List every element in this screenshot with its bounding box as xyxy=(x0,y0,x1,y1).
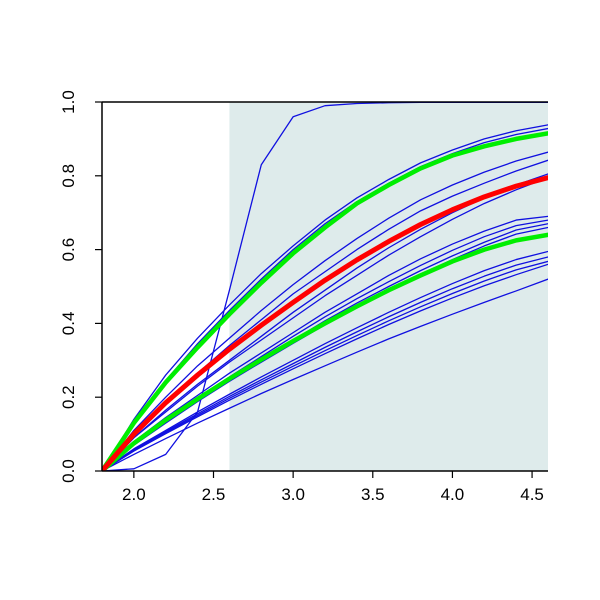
y-tick-label: 0.2 xyxy=(59,385,78,409)
blue-series-line-2 xyxy=(102,124,548,471)
y-tick-label: 1.0 xyxy=(59,90,78,114)
blue-series-line-4 xyxy=(102,151,548,471)
y-tick-label: 0.8 xyxy=(59,164,78,188)
x-tick-label: 2.0 xyxy=(122,485,146,504)
x-tick-label: 2.5 xyxy=(202,485,226,504)
y-tick-label: 0.4 xyxy=(59,312,78,336)
green-series-line-17 xyxy=(102,131,548,471)
x-tick-label: 3.5 xyxy=(361,485,385,504)
red-series-line-19 xyxy=(102,175,548,471)
x-tick-label: 4.5 xyxy=(520,485,544,504)
y-tick-label: 0.0 xyxy=(59,459,78,483)
blue-series-line-7 xyxy=(102,176,548,471)
blue-series-line-14 xyxy=(102,260,548,471)
blue-series-line-12 xyxy=(102,250,548,471)
series-layer xyxy=(102,102,548,471)
x-tick-label: 4.0 xyxy=(441,485,465,504)
blue-series-line-15 xyxy=(102,263,548,471)
green-series-line-18 xyxy=(102,232,548,471)
blue-series-line-13 xyxy=(102,256,548,471)
axes-layer: 2.0 2.5 3.0 3.5 4.0 4.5 0.0 0.2 0.4 0.6 0.8 1.0 xyxy=(59,90,548,504)
blue-series-line-8 xyxy=(102,215,548,471)
x-tick-label: 3.0 xyxy=(281,485,305,504)
y-tick-label: 0.6 xyxy=(59,238,78,262)
blue-series-line-16 xyxy=(102,278,548,471)
